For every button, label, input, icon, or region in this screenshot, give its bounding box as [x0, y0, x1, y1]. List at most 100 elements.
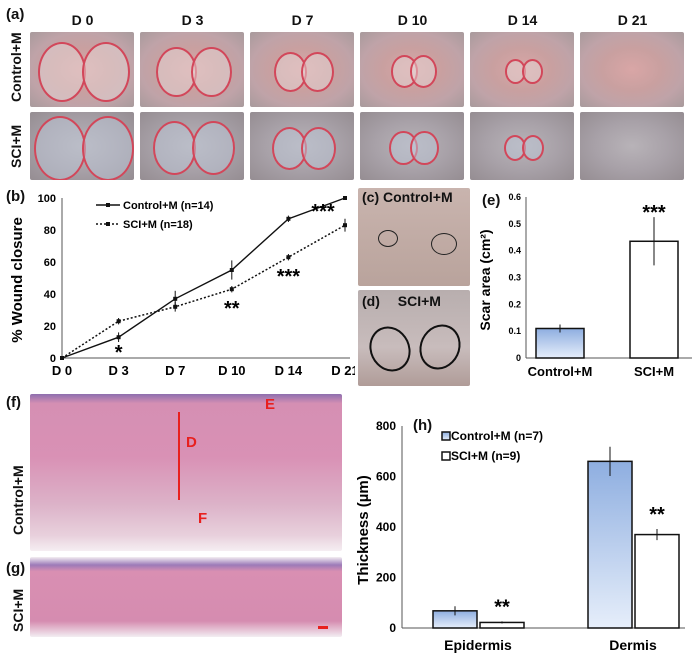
data-point [229, 287, 234, 292]
day-column-title: D 0 [71, 12, 94, 28]
y-tick-label: 0 [516, 353, 521, 363]
significance-marker: ** [649, 504, 665, 526]
histology-control [30, 394, 342, 551]
y-axis-label: Scar area (cm²) [477, 229, 493, 330]
thickness-chart: 0 200 400 600 800 Thickness (µm) Epidermis ** De… [355, 419, 685, 653]
epidermis-annotation: E [265, 396, 276, 413]
y-axis-label: % Wound closure [9, 217, 26, 343]
y-tick-label: 40 [44, 289, 56, 301]
y-tick-label: 400 [376, 520, 396, 534]
legend-swatch [441, 451, 451, 461]
series-line [61, 224, 346, 359]
wound-photo [140, 32, 244, 107]
y-tick-label: 0.6 [508, 192, 521, 202]
significance-marker: * [115, 342, 123, 364]
data-point [173, 304, 178, 309]
legend-label: SCI+M (n=9) [451, 449, 520, 463]
row-label-sci: SCI+M [8, 124, 24, 168]
wound-photo [30, 32, 134, 107]
histo-scale-bar [318, 626, 328, 629]
day-column-title: D 10 [397, 12, 428, 28]
x-tick-label: D 7 [165, 363, 185, 378]
panel-g-label: (g) [6, 560, 26, 577]
y-tick-label: 0.4 [508, 246, 521, 256]
panel-h-label: (h) [413, 417, 433, 434]
wound-closure-chart: 0 20 40 60 80 100 D 0 D 3 D 7 D 10 D 14 D 21 % Wound… [9, 193, 355, 378]
y-tick-label: 200 [376, 571, 396, 585]
y-tick-label: 0 [389, 621, 396, 635]
wound-photo [470, 32, 574, 107]
x-tick-label: D 10 [218, 363, 245, 378]
wound-photo [470, 112, 574, 180]
x-tick-label: Epidermis [444, 637, 512, 653]
legend-label: SCI+M (n=18) [123, 219, 193, 231]
y-tick-label: 20 [44, 321, 56, 333]
y-tick-label: 0.1 [508, 326, 521, 336]
y-tick-label: 0.3 [508, 273, 521, 283]
y-tick-label: 800 [376, 419, 396, 433]
series-line [61, 197, 346, 359]
legend-label: Control+M (n=14) [123, 200, 214, 212]
bar [634, 533, 680, 629]
wound-photo [580, 32, 684, 107]
panel-d-label: (d) [362, 293, 380, 309]
wound-photo [580, 112, 684, 180]
significance-marker: *** [642, 202, 666, 224]
legend-swatch [441, 431, 451, 441]
significance-marker: *** [277, 266, 301, 288]
dermis-annotation: D [186, 434, 197, 451]
data-point [286, 255, 291, 260]
photo-sci-scar [358, 290, 470, 386]
data-point [60, 356, 64, 360]
y-tick-label: 100 [38, 193, 56, 205]
scar-area-chart: 0 0.1 0.2 0.3 0.4 0.5 0.6 Scar area (cm²) Contro… [477, 192, 692, 379]
bar [535, 327, 585, 359]
row-label-sci-histo: SCI+M [10, 588, 26, 632]
legend-marker [106, 222, 110, 226]
data-point [116, 319, 121, 324]
data-point [173, 296, 178, 301]
y-tick-label: 0.5 [508, 219, 521, 229]
x-tick-label: D 14 [275, 363, 303, 378]
row-label-control: Control+M [8, 32, 24, 102]
y-tick-label: 60 [44, 257, 56, 269]
wound-photo [360, 112, 464, 180]
x-tick-label: D 0 [52, 363, 72, 378]
x-tick-label: D 3 [108, 363, 128, 378]
data-point [286, 216, 291, 221]
data-point [343, 223, 347, 228]
panel-e-label: (e) [482, 192, 501, 209]
x-tick-label: D 21 [331, 363, 355, 378]
bar [587, 460, 633, 629]
fat-annotation: F [198, 510, 208, 527]
significance-marker: ** [224, 298, 240, 320]
x-tick-label: Control+M [528, 364, 593, 379]
panel-a-label: (a) [6, 6, 25, 23]
day-column-title: D 14 [507, 12, 538, 28]
legend-marker [106, 203, 110, 207]
wound-photo [360, 32, 464, 107]
wound-photo [140, 112, 244, 180]
panel-c-title: Control+M [383, 189, 453, 205]
wound-photo [250, 32, 354, 107]
significance-marker: ** [494, 596, 510, 618]
panel-f-label: (f) [6, 394, 21, 411]
legend-label: Control+M (n=7) [451, 429, 543, 443]
dermis-arrow [178, 412, 180, 500]
data-point [229, 268, 234, 272]
day-column-title: D 7 [291, 12, 314, 28]
y-axis-label: Thickness (µm) [355, 475, 372, 585]
day-column-title: D 21 [617, 12, 648, 28]
x-tick-label: SCI+M [634, 364, 674, 379]
wound-photo [30, 112, 134, 180]
panel-b-label: (b) [6, 188, 26, 205]
significance-marker: *** [311, 201, 335, 223]
photo-control-scar [358, 188, 470, 286]
day-column-title: D 3 [181, 12, 204, 28]
y-tick-label: 0.2 [508, 299, 521, 309]
x-tick-label: Dermis [609, 637, 657, 653]
panel-c-label: (c) [362, 189, 380, 205]
y-tick-label: 0 [50, 353, 56, 365]
histology-sci [30, 557, 342, 637]
